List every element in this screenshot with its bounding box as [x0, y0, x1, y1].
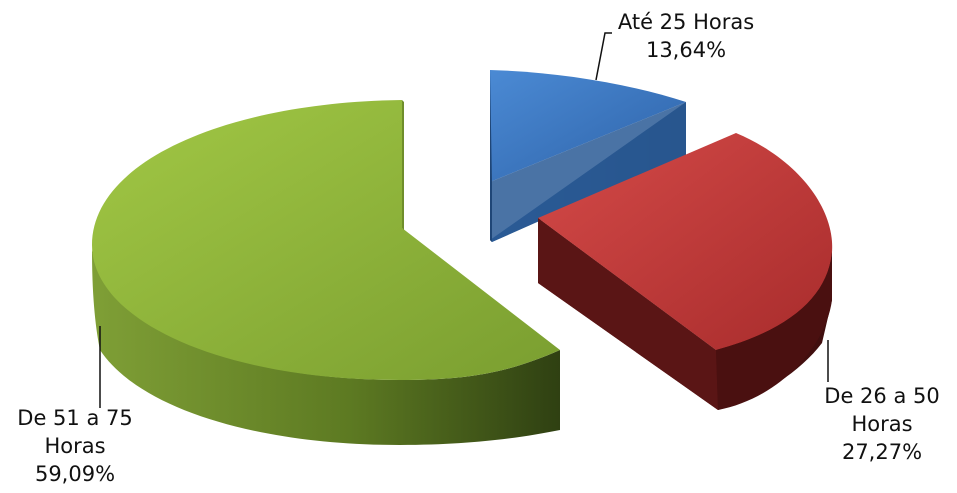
slice-label-de-51-a-75-horas-line2: Horas — [44, 434, 106, 458]
slice-value-de-26-a-50-horas: 27,27% — [841, 440, 923, 464]
pie-slice-ate-25-horas — [490, 70, 686, 242]
data-label-ate-25-horas: Até 25 Horas 13,64% — [612, 8, 760, 64]
slice-label-de-51-a-75-horas-line1: De 51 a 75 — [17, 406, 133, 430]
leader-line-ate-25-horas — [595, 32, 612, 81]
slice-value-ate-25-horas: 13,64% — [645, 38, 727, 62]
data-label-de-26-a-50-horas: De 26 a 50 Horas 27,27% — [812, 382, 952, 466]
pie-slice-de-26-a-50-horas — [538, 133, 833, 410]
pie-slice-de-51-a-75-horas — [92, 100, 560, 445]
slice-label-de-26-a-50-horas-line2: Horas — [851, 412, 913, 436]
slice-label-de-26-a-50-horas-line1: De 26 a 50 — [824, 384, 940, 408]
data-label-de-51-a-75-horas: De 51 a 75 Horas 59,09% — [0, 404, 150, 488]
slice-label-ate-25-horas: Até 25 Horas — [617, 10, 755, 34]
slice-value-de-51-a-75-horas: 59,09% — [34, 462, 116, 486]
